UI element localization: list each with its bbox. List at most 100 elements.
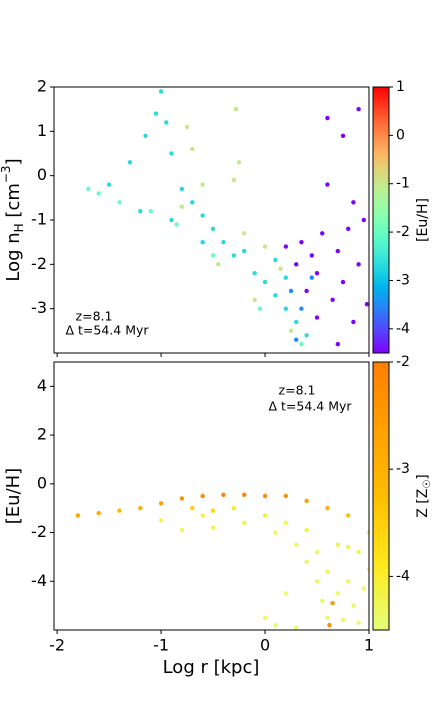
point — [106, 182, 112, 187]
y-axis-label: [Eu/H] — [3, 468, 24, 524]
point — [200, 513, 205, 518]
point — [262, 615, 268, 621]
point — [257, 306, 263, 311]
x-tick-label: 1 — [364, 636, 374, 655]
point — [96, 510, 101, 516]
y-tick-label: -2 — [31, 522, 47, 541]
y-tick-label: -1 — [31, 210, 47, 229]
point — [335, 248, 341, 254]
point — [356, 549, 361, 555]
point — [143, 133, 148, 138]
point — [330, 297, 335, 302]
point — [231, 505, 237, 511]
colorbar-label: Z [Z☉] — [415, 474, 432, 518]
point — [278, 266, 283, 271]
point — [304, 333, 309, 338]
colorbar-label: [Eu/H] — [415, 198, 431, 242]
point — [335, 542, 341, 547]
point — [304, 498, 309, 504]
point — [294, 262, 299, 267]
point — [283, 306, 289, 311]
point — [314, 579, 320, 584]
point — [262, 513, 268, 518]
point — [361, 586, 367, 591]
point — [231, 253, 237, 258]
point — [190, 200, 195, 205]
point — [346, 226, 351, 232]
point — [351, 319, 356, 325]
point — [262, 493, 268, 499]
point — [304, 288, 309, 294]
point — [169, 151, 174, 156]
colorbar-tick-label: 0 — [396, 127, 405, 143]
point — [117, 200, 122, 205]
point — [221, 239, 226, 245]
point — [283, 275, 289, 280]
point — [190, 146, 195, 152]
plot-frame — [53, 361, 370, 631]
y-tick-label: -4 — [31, 571, 47, 590]
point — [314, 315, 320, 320]
colorbar-tick-label: -3 — [396, 461, 410, 477]
point — [262, 279, 268, 285]
point — [179, 204, 185, 209]
point — [158, 501, 164, 506]
point — [294, 542, 299, 547]
point — [273, 622, 278, 628]
point — [335, 341, 341, 347]
annotation: z=8.1 — [279, 383, 316, 398]
point — [304, 527, 309, 533]
point — [242, 520, 247, 525]
point — [366, 530, 369, 535]
point — [325, 182, 330, 187]
point — [294, 319, 299, 325]
y-tick-label: -2 — [31, 254, 47, 273]
annotation: Δ t=54.4 Myr — [268, 399, 352, 414]
plots: -3 -2 -1 0 1 2 -4 -3 -2 -1 0 1 -4 -2 0 2 4 -2 -1 0 1 -4 -3 -2 — [31, 77, 410, 655]
y-tick-label: 4 — [37, 376, 47, 395]
point — [356, 262, 361, 267]
point — [288, 328, 294, 334]
point — [346, 579, 351, 584]
point — [283, 244, 289, 249]
colorbar-tick-label: -3 — [396, 272, 410, 288]
x-axis-label: Log r [kpc] — [163, 657, 260, 678]
y-tick-label: 2 — [37, 425, 47, 444]
point — [252, 271, 257, 276]
point — [356, 620, 361, 625]
point — [325, 569, 330, 574]
colorbar-tick-label: -2 — [396, 224, 410, 240]
point — [86, 186, 91, 192]
y-tick-label: 2 — [37, 77, 47, 96]
point — [273, 293, 278, 298]
point — [190, 505, 195, 511]
point — [158, 518, 164, 523]
point — [179, 186, 185, 192]
point — [273, 530, 278, 535]
y-axis-label: Log nH [cm−3] — [0, 158, 26, 281]
point — [294, 337, 299, 342]
point — [356, 106, 361, 112]
colorbar-tick-label: -4 — [396, 568, 410, 584]
point — [210, 253, 216, 258]
point — [299, 341, 304, 347]
point — [351, 603, 356, 608]
point — [184, 124, 190, 130]
point — [351, 200, 356, 205]
colorbar-tick-label: -2 — [396, 354, 410, 370]
point — [327, 622, 332, 628]
x-tick-label: -1 — [153, 636, 169, 655]
point — [231, 177, 237, 183]
point — [210, 525, 216, 530]
y-tick-label: -3 — [31, 298, 47, 317]
point — [174, 222, 179, 227]
point — [330, 601, 335, 606]
colorbar — [372, 361, 390, 631]
point — [138, 505, 143, 511]
point — [138, 208, 143, 214]
point — [294, 625, 299, 630]
point — [340, 279, 346, 285]
point — [320, 598, 325, 603]
point — [273, 257, 278, 263]
